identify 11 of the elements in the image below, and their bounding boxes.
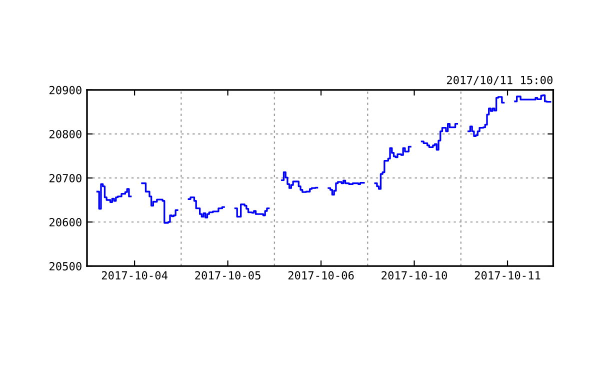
x-tick-label: 2017-10-06 <box>288 271 354 280</box>
x-tick-label: 2017-10-11 <box>474 271 540 280</box>
y-tick-label: 20500 <box>50 262 82 270</box>
x-tick-label: 2017-10-04 <box>102 271 168 280</box>
y-tick-label: 20600 <box>50 218 82 226</box>
x-tick-label: 2017-10-10 <box>382 271 447 280</box>
x-tick-label: 2017-10-05 <box>195 271 260 280</box>
y-tick-label: 20800 <box>50 130 82 138</box>
y-tick-label: 20700 <box>50 174 82 182</box>
y-tick-label: 20900 <box>50 86 82 94</box>
chart-subtitle: 2017/10/11 15:00 <box>446 76 552 86</box>
